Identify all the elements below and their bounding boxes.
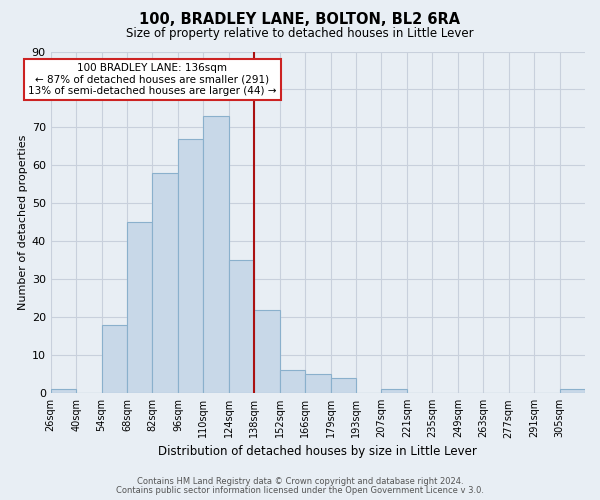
Bar <box>560 390 585 393</box>
Bar <box>101 325 127 393</box>
Text: Contains HM Land Registry data © Crown copyright and database right 2024.: Contains HM Land Registry data © Crown c… <box>137 477 463 486</box>
Text: Size of property relative to detached houses in Little Lever: Size of property relative to detached ho… <box>126 28 474 40</box>
Text: Contains public sector information licensed under the Open Government Licence v : Contains public sector information licen… <box>116 486 484 495</box>
Bar <box>50 390 76 393</box>
Bar <box>305 374 331 393</box>
Bar <box>331 378 356 393</box>
Bar <box>152 173 178 393</box>
Bar <box>280 370 305 393</box>
X-axis label: Distribution of detached houses by size in Little Lever: Distribution of detached houses by size … <box>158 444 477 458</box>
Bar <box>254 310 280 393</box>
Text: 100, BRADLEY LANE, BOLTON, BL2 6RA: 100, BRADLEY LANE, BOLTON, BL2 6RA <box>139 12 461 28</box>
Bar <box>178 139 203 393</box>
Bar <box>127 222 152 393</box>
Bar <box>382 390 407 393</box>
Y-axis label: Number of detached properties: Number of detached properties <box>17 134 28 310</box>
Bar <box>229 260 254 393</box>
Bar <box>203 116 229 393</box>
Text: 100 BRADLEY LANE: 136sqm
← 87% of detached houses are smaller (291)
13% of semi-: 100 BRADLEY LANE: 136sqm ← 87% of detach… <box>28 63 277 96</box>
